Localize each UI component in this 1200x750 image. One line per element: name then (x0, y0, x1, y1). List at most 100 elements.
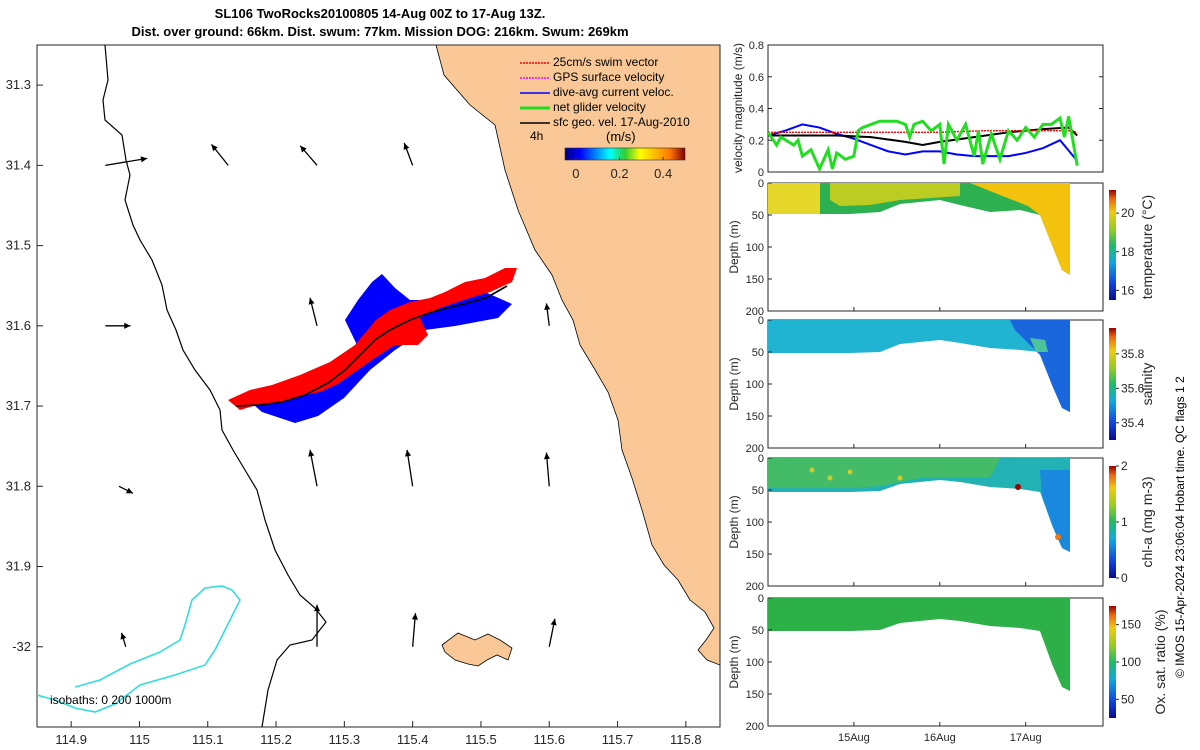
map-y-tick-label: 31.6 (6, 318, 31, 333)
isobath-1000m (37, 585, 241, 713)
map-x-tick-label: 115.3 (329, 732, 361, 747)
figure-title-line2: Dist. over ground: 66km. Dist. swum: 77k… (131, 24, 629, 39)
land-mass (435, 45, 720, 666)
temperature-colorbar-label: temperature (°C) (1139, 195, 1155, 299)
temperature-warm-offshore (970, 183, 1070, 275)
map-y-tick-label: 31.4 (6, 157, 31, 172)
map-x-tick-label: 115.5 (465, 732, 497, 747)
salinity-fresh-offshore (1010, 320, 1070, 412)
velocity-y-tick-label: 0.2 (749, 135, 764, 147)
colorbar-tick-label: 0 (1121, 571, 1128, 585)
salinity-panel: 0 50 100 150 200 Depth (m) 35.4 35.6 35.8 sali… (727, 315, 1155, 455)
geo-vector (105, 157, 148, 166)
isobath-200m (102, 45, 327, 727)
depth-tick-label: 0 (758, 453, 764, 465)
temperature-warm-surface (768, 183, 820, 214)
velocity-ylabel: velocity magnitude (m/s) (731, 43, 745, 173)
svg-text:net glider velocity: net glider velocity (553, 100, 646, 114)
legend-note: 4h (530, 129, 543, 143)
speed-colorbar-tick-label: 0.4 (654, 166, 672, 181)
colorbar-tick-label: 18 (1121, 245, 1135, 259)
chlorophyll-low-deep (1040, 470, 1070, 552)
isobath-label: isobaths: 0 200 1000m (50, 693, 171, 707)
geo-vector-head (404, 449, 412, 457)
colorbar-tick-label: 16 (1121, 283, 1135, 297)
rottnest-island (441, 632, 513, 667)
depth-tick-label: 150 (746, 689, 764, 701)
depth-tick-label: 50 (752, 625, 764, 637)
net-glider-track (235, 285, 508, 407)
geo-vector-head (544, 303, 551, 311)
speed-colorbar (564, 147, 686, 161)
geo-vector-head (411, 613, 418, 620)
geo-vector-head (313, 604, 321, 612)
colorbar-label: (m/s) (606, 129, 636, 144)
map-x-tick-label: 115.4 (397, 732, 429, 747)
swim-vector-patch (228, 268, 517, 410)
temperature-yellow-mid (830, 183, 960, 206)
velocity-y-tick-label: 0.6 (749, 72, 764, 84)
figure-title-line1: SL106 TwoRocks20100805 14-Aug 00Z to 17-… (214, 6, 546, 21)
depth-tick-label: 0 (758, 593, 764, 605)
depth-tick-label: 50 (752, 485, 764, 497)
colorbar-tick-label: 35.8 (1121, 347, 1145, 361)
depth-tick-label: 200 (746, 581, 764, 593)
date-tick-label: 17Aug (1010, 732, 1042, 744)
chlorophyll-orange-point (1055, 534, 1061, 540)
depth-tick-label: 50 (752, 210, 764, 222)
velocity-series-line (768, 115, 1079, 172)
map-y-axis: 31.3 31.4 31.5 31.6 31.7 31.8 31.9 -32 (6, 77, 43, 654)
colorbar-tick-label: 35.4 (1121, 416, 1145, 430)
geo-vector-head (120, 632, 127, 640)
geo-vector-head (211, 144, 218, 152)
salinity-field (768, 320, 1070, 412)
colorbar-tick-label: 150 (1121, 618, 1141, 632)
salinity-green-patch (1030, 338, 1048, 352)
geo-vector-head (300, 145, 307, 153)
velocity-series-line (768, 126, 1078, 147)
depth-tick-label: 200 (746, 306, 764, 318)
depth-tick-label: 150 (746, 411, 764, 423)
chlorophyll-colorbar (1109, 466, 1116, 578)
map-x-tick-label: 115.2 (260, 732, 292, 747)
map-x-tick-label: 115 (129, 732, 150, 747)
chlorophyll-max-point (1015, 484, 1021, 490)
legend-item-geo: sfc geo. vel. 17-Aug-2010 (520, 115, 690, 129)
credit-text: © IMOS 15-Apr-2024 23:06:04 Hobart time.… (1173, 376, 1187, 678)
geo-vector-head (140, 156, 148, 163)
section-date-axis: 15Aug 16Aug 17Aug (838, 732, 1042, 744)
speed-colorbar-tick-label: 0.2 (611, 166, 629, 181)
depth-tick-label: 0 (758, 178, 764, 190)
chlorophyll-panel: 0 50 100 150 200 Depth (m) 0 1 2 chl-a (mg m-3… (727, 453, 1155, 593)
legend-item-gps: GPS surface velocity (520, 70, 664, 84)
oxygen-field (768, 598, 1070, 691)
map-y-tick-label: 31.3 (6, 77, 31, 92)
velocity-y-tick-label: 0.4 (749, 104, 764, 116)
map-y-tick-label: 31.8 (6, 478, 31, 493)
svg-text:sfc geo. vel. 17-Aug-2010: sfc geo. vel. 17-Aug-2010 (553, 115, 690, 129)
oxygen-panel: 0 50 100 150 200 Depth (m) 50 100 150 Ox. sat.… (727, 593, 1168, 733)
velocity-axes-frame (767, 44, 1104, 173)
legend-item-net: net glider velocity (520, 100, 646, 114)
colorbar-tick-label: 1 (1121, 515, 1128, 529)
map-y-tick-label: 31.5 (6, 238, 31, 253)
map-y-tick-label: -32 (12, 639, 31, 654)
depth-tick-label: 100 (746, 657, 764, 669)
legend-item-dive-avg: dive-avg current veloc. (520, 85, 674, 99)
legend-item-swim: 25cm/s swim vector (520, 55, 658, 69)
velocity-y-tick-label: 0 (758, 167, 764, 179)
geo-vector-head (543, 452, 551, 460)
temperature-ylabel: Depth (m) (727, 220, 741, 273)
velocity-series (768, 115, 1079, 172)
velocity-series-line (768, 123, 1078, 162)
map-x-tick-label: 115.6 (533, 732, 565, 747)
map-x-tick-label: 114.9 (55, 732, 87, 747)
salinity-colorbar (1109, 328, 1116, 440)
map-x-tick-label: 115.7 (602, 732, 634, 747)
depth-tick-label: 50 (752, 347, 764, 359)
salinity-colorbar-label: salinity (1139, 363, 1155, 406)
colorbar-tick-label: 2 (1121, 459, 1128, 473)
map-y-tick-label: 31.7 (6, 398, 31, 413)
geo-vector-head (550, 618, 557, 626)
